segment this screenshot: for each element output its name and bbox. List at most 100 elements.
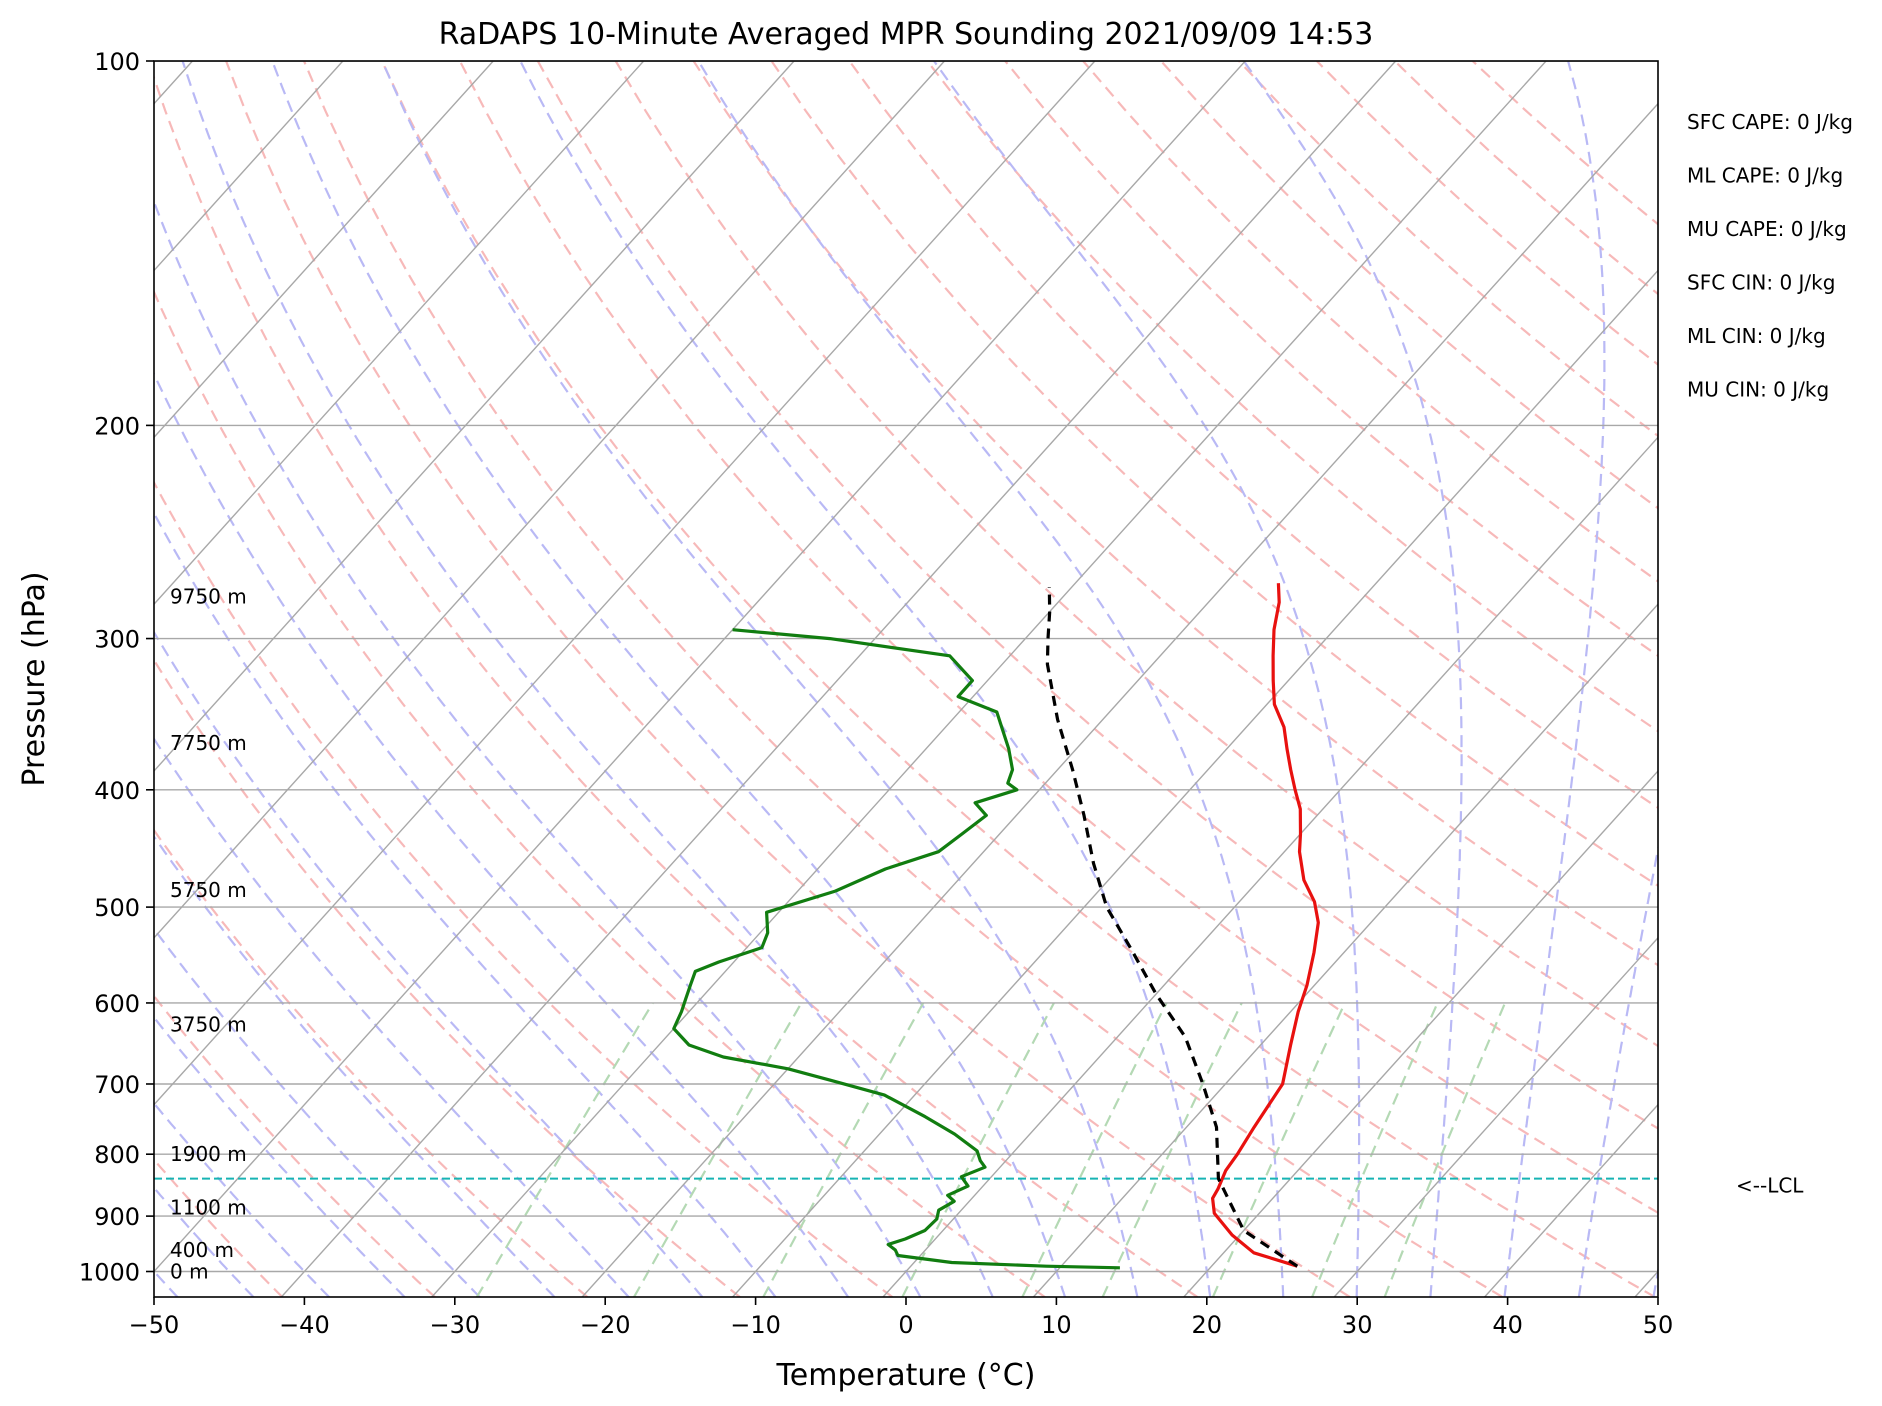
background-lines (154, 61, 1658, 1297)
moist-adiabat (933, 61, 1361, 1297)
x-tick-label: −30 (429, 1311, 480, 1339)
moist-adiabat (1242, 61, 1463, 1297)
y-axis: 1000 900 800 700 600 500 400 300 200 100 (79, 48, 154, 1287)
dry-adiabat (302, 61, 1504, 1297)
moist-adiabat (154, 1015, 406, 1297)
isotherm (731, 269, 1658, 1297)
y-tick-label: 200 (94, 412, 140, 440)
x-tick-label: 10 (1041, 1311, 1072, 1339)
isotherm (1183, 769, 1658, 1297)
index-label: ML CIN: 0 J/kg (1687, 324, 1826, 348)
dry-adiabat (154, 658, 741, 1297)
moist-adiabat (154, 736, 630, 1297)
moist-adiabat (154, 1101, 330, 1297)
lcl-label: <--LCL (1736, 1174, 1804, 1198)
x-tick-label: 40 (1492, 1311, 1523, 1339)
mixing-ratio-line (1101, 1002, 1243, 1297)
dry-adiabat (154, 994, 436, 1297)
x-axis-label: Temperature (°C) (776, 1358, 1036, 1393)
series (672, 583, 1320, 1270)
height-label: 400 m (170, 1238, 234, 1262)
parcel-profile-line (1045, 586, 1299, 1268)
dry-adiabat (225, 61, 1351, 1297)
index-label: SFC CAPE: 0 J/kg (1687, 110, 1853, 134)
isotherm (154, 61, 795, 773)
isotherm (154, 61, 945, 939)
dry-adiabat (154, 74, 1199, 1297)
moist-adiabat (519, 61, 1212, 1297)
y-tick-label: 500 (94, 894, 140, 922)
isotherm (1333, 936, 1658, 1297)
y-tick-label: 1000 (79, 1259, 140, 1287)
moist-adiabat (154, 198, 922, 1297)
isotherm (154, 61, 645, 606)
dry-adiabat (154, 1158, 284, 1297)
moist-adiabat (697, 61, 1285, 1297)
isotherm (154, 61, 1096, 1106)
x-tick-label: −50 (129, 1311, 180, 1339)
temperature-line (1210, 583, 1320, 1268)
y-tick-label: 300 (94, 626, 140, 654)
moist-adiabat (1577, 843, 1658, 1297)
index-label: ML CAPE: 0 J/kg (1687, 164, 1843, 188)
chart-title: RaDAPS 10-Minute Averaged MPR Sounding 2… (439, 17, 1374, 52)
x-axis: −50 −40 −30 −20 −10 0 10 20 30 40 50 (129, 1297, 1674, 1339)
dry-adiabat (458, 61, 1658, 1214)
mixing-ratio-line (762, 1002, 925, 1297)
isotherm (154, 61, 1246, 1273)
dewpoint-line (672, 628, 1120, 1270)
height-label: 1900 m (170, 1142, 247, 1166)
dry-adiabat (770, 61, 1658, 888)
isotherm (280, 61, 1397, 1297)
height-label: 1100 m (170, 1195, 247, 1219)
moist-adiabat (181, 61, 994, 1297)
y-axis-label: Pressure (hPa) (17, 571, 52, 786)
moist-adiabat (154, 511, 777, 1297)
y-tick-label: 100 (94, 48, 140, 76)
dry-adiabat (1082, 61, 1658, 583)
moist-adiabat (154, 1186, 255, 1297)
isotherm (882, 436, 1658, 1297)
height-label: 0 m (170, 1260, 209, 1284)
index-label: MU CAPE: 0 J/kg (1687, 217, 1847, 241)
dry-adiabat (154, 480, 894, 1297)
height-label: 7750 m (170, 731, 247, 755)
isotherm (1032, 603, 1658, 1297)
height-label: 5750 m (170, 878, 247, 902)
isotherm (431, 61, 1547, 1297)
lcl-marker: <--LCL (154, 1174, 1804, 1198)
dry-adiabat (154, 828, 589, 1297)
mixing-ratio-line (475, 1002, 654, 1297)
index-label: SFC CIN: 0 J/kg (1687, 271, 1835, 295)
x-tick-label: 30 (1342, 1311, 1373, 1339)
moist-adiabat (1503, 61, 1606, 1297)
moist-adiabat (154, 834, 556, 1297)
isotherm (154, 61, 344, 272)
x-tick-label: −20 (580, 1311, 631, 1339)
height-label: 9750 m (170, 585, 247, 609)
height-labels: 9750 m 7750 m 5750 m 3750 m 1900 m 1100 m 400 … (170, 585, 247, 1284)
moist-adiabat (154, 927, 481, 1297)
x-tick-label: 50 (1643, 1311, 1674, 1339)
moist-adiabat (154, 371, 850, 1297)
index-label: MU CIN: 0 J/kg (1687, 378, 1829, 402)
x-tick-label: 20 (1192, 1311, 1223, 1339)
isotherm (581, 102, 1658, 1297)
y-tick-label: 600 (94, 990, 140, 1018)
dry-adiabat (154, 289, 1046, 1297)
y-tick-label: 900 (94, 1203, 140, 1231)
x-tick-label: 0 (898, 1311, 913, 1339)
mixing-ratio-line (1021, 1002, 1168, 1297)
y-tick-label: 700 (94, 1071, 140, 1099)
dry-adiabat (1004, 61, 1658, 658)
mixing-ratio-line (1383, 1002, 1507, 1297)
grid (154, 61, 1658, 1273)
mixing-ratio-line (1211, 1002, 1346, 1297)
indices-panel: SFC CAPE: 0 J/kg ML CAPE: 0 J/kg MU CAPE: … (1687, 110, 1853, 402)
isotherm (154, 61, 494, 439)
moist-adiabat (271, 61, 1067, 1297)
dry-adiabat (692, 61, 1658, 967)
moist-adiabat (154, 630, 704, 1297)
